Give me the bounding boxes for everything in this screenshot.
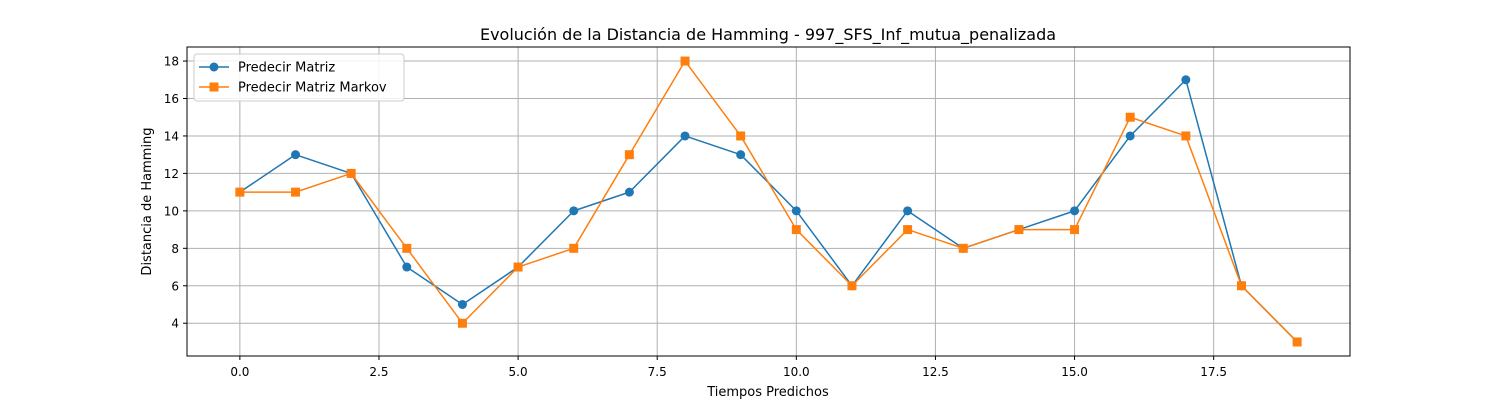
y-tick-label: 8 xyxy=(171,242,179,256)
series-2-point xyxy=(736,131,746,141)
series-1-point xyxy=(402,262,412,272)
series-2-point xyxy=(1125,112,1135,122)
series-layer xyxy=(235,56,1302,347)
y-tick-label: 14 xyxy=(164,129,179,143)
series-1-point xyxy=(1181,75,1191,85)
series-1-point xyxy=(569,206,579,216)
x-tick-label: 12.5 xyxy=(922,365,949,379)
chart-title: Evolución de la Distancia de Hamming - 9… xyxy=(480,25,1056,45)
series-1-point xyxy=(1070,206,1080,216)
legend: Predecir Matriz Predecir Matriz Markov xyxy=(193,53,405,102)
y-tick-label: 18 xyxy=(164,55,179,69)
y-tick-label: 12 xyxy=(164,167,179,181)
x-tick-label: 10.0 xyxy=(783,365,810,379)
series-2-point xyxy=(958,243,968,253)
series-2-point xyxy=(569,243,579,253)
series-1-point xyxy=(1125,131,1135,141)
series-2-point xyxy=(346,168,356,178)
y-axis-label: Distancia de Hamming xyxy=(140,127,155,275)
x-tick-label: 17.5 xyxy=(1200,365,1227,379)
series-2-point xyxy=(235,187,245,197)
series-1-point xyxy=(903,206,913,216)
series-1-point xyxy=(291,150,301,160)
series-2-point xyxy=(1181,131,1191,141)
y-tick-label: 4 xyxy=(171,317,179,331)
series-1-point xyxy=(680,131,690,141)
series-2-point xyxy=(791,225,801,235)
x-tick-label: 0.0 xyxy=(230,365,249,379)
series-2-point xyxy=(457,318,467,328)
series-2-point xyxy=(847,281,857,291)
series-2-point xyxy=(1070,225,1080,235)
x-tick-label: 15.0 xyxy=(1061,365,1088,379)
x-tick-label: 2.5 xyxy=(369,365,388,379)
series-2-point xyxy=(680,56,690,66)
series-2-point xyxy=(513,262,523,272)
series-1-point xyxy=(791,206,801,216)
series-2 xyxy=(235,56,1302,347)
series-2-point xyxy=(402,243,412,253)
grid-lines xyxy=(187,47,1350,356)
series-2-point xyxy=(1236,281,1246,291)
x-axis-ticks: 0.0 2.5 5.0 7.5 10.0 12.5 15.0 17.5 xyxy=(230,356,1227,379)
legend-label: Predecir Matriz xyxy=(238,61,335,76)
legend-box xyxy=(193,53,405,102)
x-axis-label: Tiempos Predichos xyxy=(706,385,829,400)
y-tick-label: 6 xyxy=(171,279,179,293)
series-1-point xyxy=(736,150,746,160)
series-2-point xyxy=(903,225,913,235)
series-2-point xyxy=(291,187,301,197)
x-tick-label: 5.0 xyxy=(509,365,528,379)
series-1-point xyxy=(624,187,634,197)
series-2-line xyxy=(239,60,1298,343)
series-2-point xyxy=(624,150,634,160)
legend-label: Predecir Matriz Markov xyxy=(238,81,387,96)
series-2-point xyxy=(1014,225,1024,235)
series-1-point xyxy=(457,300,467,309)
y-tick-label: 16 xyxy=(164,92,179,106)
y-tick-label: 10 xyxy=(164,204,179,218)
series-2-point xyxy=(1292,337,1302,347)
x-tick-label: 7.5 xyxy=(648,365,667,379)
y-axis-ticks: 4 6 8 10 12 14 16 18 xyxy=(164,55,187,331)
legend-marker xyxy=(209,82,219,92)
legend-marker xyxy=(209,62,219,72)
plot-frame xyxy=(186,46,1351,357)
